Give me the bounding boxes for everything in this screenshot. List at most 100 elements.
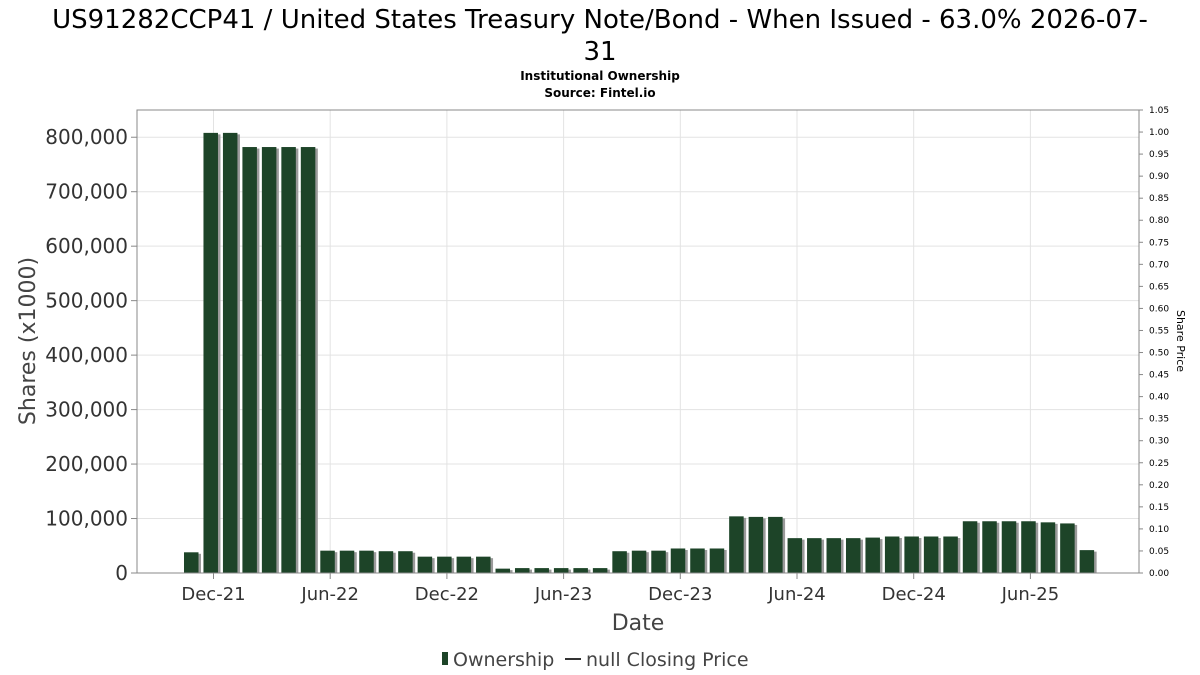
ownership-bar xyxy=(768,516,783,573)
ownership-bar xyxy=(359,550,374,573)
chart-source: Source: Fintel.io xyxy=(544,86,655,100)
y2-tick-label: 0.90 xyxy=(1149,172,1169,182)
x-axis-label: Date xyxy=(612,611,665,636)
ownership-bar xyxy=(690,548,705,573)
legend-ownership-swatch xyxy=(442,652,448,665)
legend-price-label: null Closing Price xyxy=(586,649,749,671)
bars xyxy=(184,132,1097,574)
ownership-bar xyxy=(845,538,861,573)
y2-tick-label: 0.70 xyxy=(1149,260,1169,270)
ownership-bar xyxy=(612,551,627,573)
y-axis-label: Shares (x1000) xyxy=(16,257,41,425)
ownership-bar xyxy=(242,147,257,574)
ownership-bar xyxy=(184,552,199,573)
plot-area-border xyxy=(136,109,1140,574)
ownership-bar xyxy=(982,521,997,573)
ownership-bar xyxy=(729,516,744,573)
ownership-bar xyxy=(553,568,569,573)
ownership-bar xyxy=(884,536,900,573)
ownership-bar xyxy=(514,568,530,573)
y2-tick-label: 0.25 xyxy=(1149,459,1169,469)
ownership-bar xyxy=(904,536,919,573)
ownership-bar xyxy=(923,536,939,573)
ownership-bar xyxy=(631,550,647,573)
y2-tick-label: 0.95 xyxy=(1149,150,1169,160)
y-tick-label: 500,000 xyxy=(45,289,128,313)
y2-tick-label: 0.55 xyxy=(1149,326,1169,336)
y-tick-label: 800,000 xyxy=(45,125,128,149)
ownership-bar xyxy=(417,556,433,573)
ownership-bar xyxy=(651,550,666,573)
ownership-bar xyxy=(1060,523,1075,573)
ownership-bar xyxy=(962,521,978,573)
ownership-bar xyxy=(943,536,958,573)
ownership-bar xyxy=(203,132,218,574)
y2-tick-label: 0.40 xyxy=(1149,393,1169,403)
ownership-bar xyxy=(826,538,842,573)
ownership-bar xyxy=(534,568,549,573)
y-tick-label: 600,000 xyxy=(45,234,128,258)
x-tick-label: Jun-24 xyxy=(767,584,826,605)
ownership-bar xyxy=(748,516,764,573)
y2-tick-label: 1.00 xyxy=(1149,128,1169,138)
y2-tick-label: 0.30 xyxy=(1149,437,1169,447)
y-axis-left: 0 100,000 200,000 300,000 400,000 500,000 600,… xyxy=(45,125,137,585)
y2-tick-label: 0.15 xyxy=(1149,503,1169,513)
y2-tick-label: 0.10 xyxy=(1149,525,1169,535)
chart-title-line2: 31 xyxy=(583,37,616,67)
ownership-bar xyxy=(807,538,822,573)
y2-tick-label: 0.05 xyxy=(1149,547,1169,557)
ownership-bar xyxy=(339,550,355,573)
y2-tick-label: 1.05 xyxy=(1149,106,1169,116)
ownership-bar xyxy=(1001,521,1017,573)
ownership-bar xyxy=(670,548,686,573)
legend: Ownership null Closing Price xyxy=(442,649,749,671)
x-tick-label: Dec-22 xyxy=(415,584,479,605)
y-tick-label: 200,000 xyxy=(45,452,128,476)
x-tick-label: Jun-23 xyxy=(534,584,593,605)
ownership-bar xyxy=(1021,521,1036,573)
y2-tick-label: 0.65 xyxy=(1149,282,1169,292)
ownership-bar xyxy=(1040,522,1056,573)
ownership-bar xyxy=(709,548,725,573)
y2-tick-label: 0.20 xyxy=(1149,481,1169,491)
x-axis: Dec-21 Jun-22 Dec-22 Jun-23 Dec-23 Jun-24 Dec-… xyxy=(181,573,1059,605)
ownership-bar xyxy=(300,147,316,574)
ownership-bar xyxy=(222,132,238,574)
y-tick-label: 100,000 xyxy=(45,507,128,531)
y2-axis-label: Share Price xyxy=(1174,310,1187,372)
y-tick-label: 300,000 xyxy=(45,398,128,422)
x-tick-label: Dec-21 xyxy=(181,584,245,605)
ownership-bar xyxy=(261,147,277,574)
ownership-bar xyxy=(437,556,452,573)
ownership-bar xyxy=(1079,550,1095,573)
ownership-bar xyxy=(787,538,803,573)
x-tick-label: Jun-25 xyxy=(1001,584,1060,605)
chart-title: US91282CCP41 / United States Treasury No… xyxy=(52,5,1148,35)
y-tick-label: 700,000 xyxy=(45,180,128,204)
ownership-bar xyxy=(592,568,608,573)
ownership-bar xyxy=(398,551,413,573)
y2-tick-label: 0.50 xyxy=(1149,349,1169,359)
ownership-bar xyxy=(281,147,296,574)
x-tick-label: Jun-22 xyxy=(300,584,359,605)
ownership-bar xyxy=(456,556,472,573)
y2-tick-label: 0.80 xyxy=(1149,216,1169,226)
y2-tick-label: 0.60 xyxy=(1149,304,1169,314)
y-axis-right: 0.00 0.05 0.10 0.15 0.20 0.25 0.30 0.35 0.40 0.45… xyxy=(1139,106,1169,579)
y2-tick-label: 0.85 xyxy=(1149,194,1169,204)
ownership-bar xyxy=(476,556,491,573)
ownership-bar xyxy=(378,551,394,573)
chart-subtitle: Institutional Ownership xyxy=(520,69,680,83)
y2-tick-label: 0.35 xyxy=(1149,415,1169,425)
y2-tick-label: 0.00 xyxy=(1149,569,1169,579)
x-tick-label: Dec-23 xyxy=(648,584,712,605)
y2-tick-label: 0.75 xyxy=(1149,238,1169,248)
ownership-bar xyxy=(573,568,588,573)
x-tick-label: Dec-24 xyxy=(882,584,946,605)
legend-ownership-label: Ownership xyxy=(453,649,554,671)
y-tick-label: 0 xyxy=(115,561,128,585)
y2-tick-label: 0.45 xyxy=(1149,371,1169,381)
ownership-bar xyxy=(320,550,335,573)
